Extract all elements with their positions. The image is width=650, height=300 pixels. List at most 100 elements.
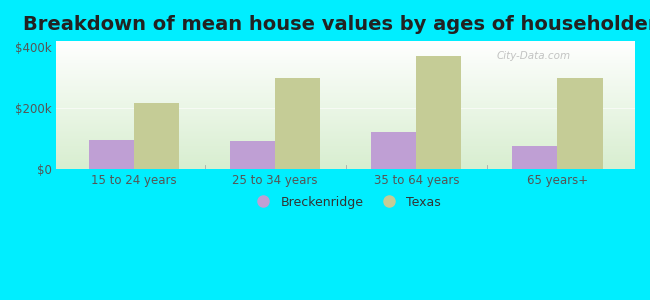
Bar bbox=[57, 101, 635, 102]
Bar bbox=[57, 84, 635, 85]
Bar bbox=[57, 87, 635, 88]
Bar bbox=[57, 110, 635, 111]
Bar bbox=[57, 139, 635, 140]
Bar bbox=[57, 133, 635, 134]
Bar bbox=[57, 65, 635, 66]
Bar bbox=[57, 48, 635, 49]
Bar bbox=[57, 49, 635, 50]
Bar bbox=[57, 97, 635, 98]
Bar bbox=[57, 61, 635, 62]
Bar bbox=[57, 120, 635, 121]
Bar bbox=[57, 134, 635, 135]
Bar bbox=[57, 154, 635, 155]
Bar bbox=[57, 61, 635, 62]
Bar bbox=[57, 135, 635, 136]
Bar bbox=[57, 78, 635, 79]
Bar bbox=[57, 51, 635, 52]
Bar bbox=[57, 72, 635, 73]
Bar bbox=[57, 99, 635, 100]
Bar bbox=[57, 119, 635, 120]
Bar bbox=[57, 123, 635, 124]
Bar bbox=[57, 124, 635, 125]
Bar bbox=[89, 140, 134, 169]
Bar bbox=[57, 42, 635, 43]
Bar bbox=[57, 138, 635, 139]
Bar bbox=[57, 115, 635, 116]
Bar bbox=[57, 70, 635, 71]
Bar bbox=[57, 76, 635, 77]
Bar bbox=[57, 81, 635, 82]
Bar bbox=[57, 159, 635, 160]
Bar bbox=[57, 141, 635, 142]
Bar bbox=[57, 144, 635, 145]
Bar bbox=[57, 44, 635, 45]
Legend: Breckenridge, Texas: Breckenridge, Texas bbox=[246, 191, 446, 214]
Title: Breakdown of mean house values by ages of householders: Breakdown of mean house values by ages o… bbox=[23, 15, 650, 34]
Bar bbox=[57, 107, 635, 108]
Bar bbox=[230, 141, 275, 169]
Bar bbox=[371, 132, 416, 169]
Bar bbox=[57, 67, 635, 68]
Bar bbox=[57, 100, 635, 101]
Bar bbox=[57, 165, 635, 166]
Bar bbox=[57, 156, 635, 157]
Bar bbox=[57, 71, 635, 72]
Bar bbox=[57, 73, 635, 74]
Bar bbox=[57, 142, 635, 143]
Bar bbox=[57, 126, 635, 127]
Text: City-Data.com: City-Data.com bbox=[496, 51, 570, 62]
Bar bbox=[57, 131, 635, 132]
Bar bbox=[57, 93, 635, 94]
Bar bbox=[57, 128, 635, 129]
Bar bbox=[57, 157, 635, 158]
Bar bbox=[57, 105, 635, 106]
Bar bbox=[57, 57, 635, 58]
Bar bbox=[57, 129, 635, 130]
Bar bbox=[57, 95, 635, 96]
Bar bbox=[57, 45, 635, 46]
Bar bbox=[57, 150, 635, 151]
Bar bbox=[57, 166, 635, 167]
Bar bbox=[57, 112, 635, 113]
Bar bbox=[57, 167, 635, 168]
Bar bbox=[57, 148, 635, 149]
Bar bbox=[57, 62, 635, 63]
Bar bbox=[57, 162, 635, 163]
Bar bbox=[57, 43, 635, 44]
Bar bbox=[57, 66, 635, 67]
Bar bbox=[57, 136, 635, 137]
Bar bbox=[57, 125, 635, 126]
Bar bbox=[57, 104, 635, 105]
Bar bbox=[57, 83, 635, 84]
Bar bbox=[57, 145, 635, 146]
Bar bbox=[57, 68, 635, 69]
Bar bbox=[57, 41, 635, 42]
Bar bbox=[57, 152, 635, 153]
Bar bbox=[57, 96, 635, 97]
Bar bbox=[57, 118, 635, 119]
Bar bbox=[57, 53, 635, 54]
Bar bbox=[57, 164, 635, 165]
Bar bbox=[57, 103, 635, 104]
Bar bbox=[57, 54, 635, 55]
Bar bbox=[57, 56, 635, 57]
Bar bbox=[275, 78, 320, 169]
Bar bbox=[57, 160, 635, 161]
Bar bbox=[57, 116, 635, 117]
Bar bbox=[57, 74, 635, 75]
Bar bbox=[57, 168, 635, 169]
Bar bbox=[57, 86, 635, 87]
Bar bbox=[558, 78, 603, 169]
Bar bbox=[57, 121, 635, 122]
Bar bbox=[57, 79, 635, 80]
Bar bbox=[57, 106, 635, 107]
Bar bbox=[57, 50, 635, 51]
Bar bbox=[57, 161, 635, 162]
Bar bbox=[57, 113, 635, 114]
Bar bbox=[57, 140, 635, 141]
Bar bbox=[57, 59, 635, 60]
Bar bbox=[57, 163, 635, 164]
Bar bbox=[57, 55, 635, 56]
Bar bbox=[57, 69, 635, 70]
Bar bbox=[57, 130, 635, 131]
